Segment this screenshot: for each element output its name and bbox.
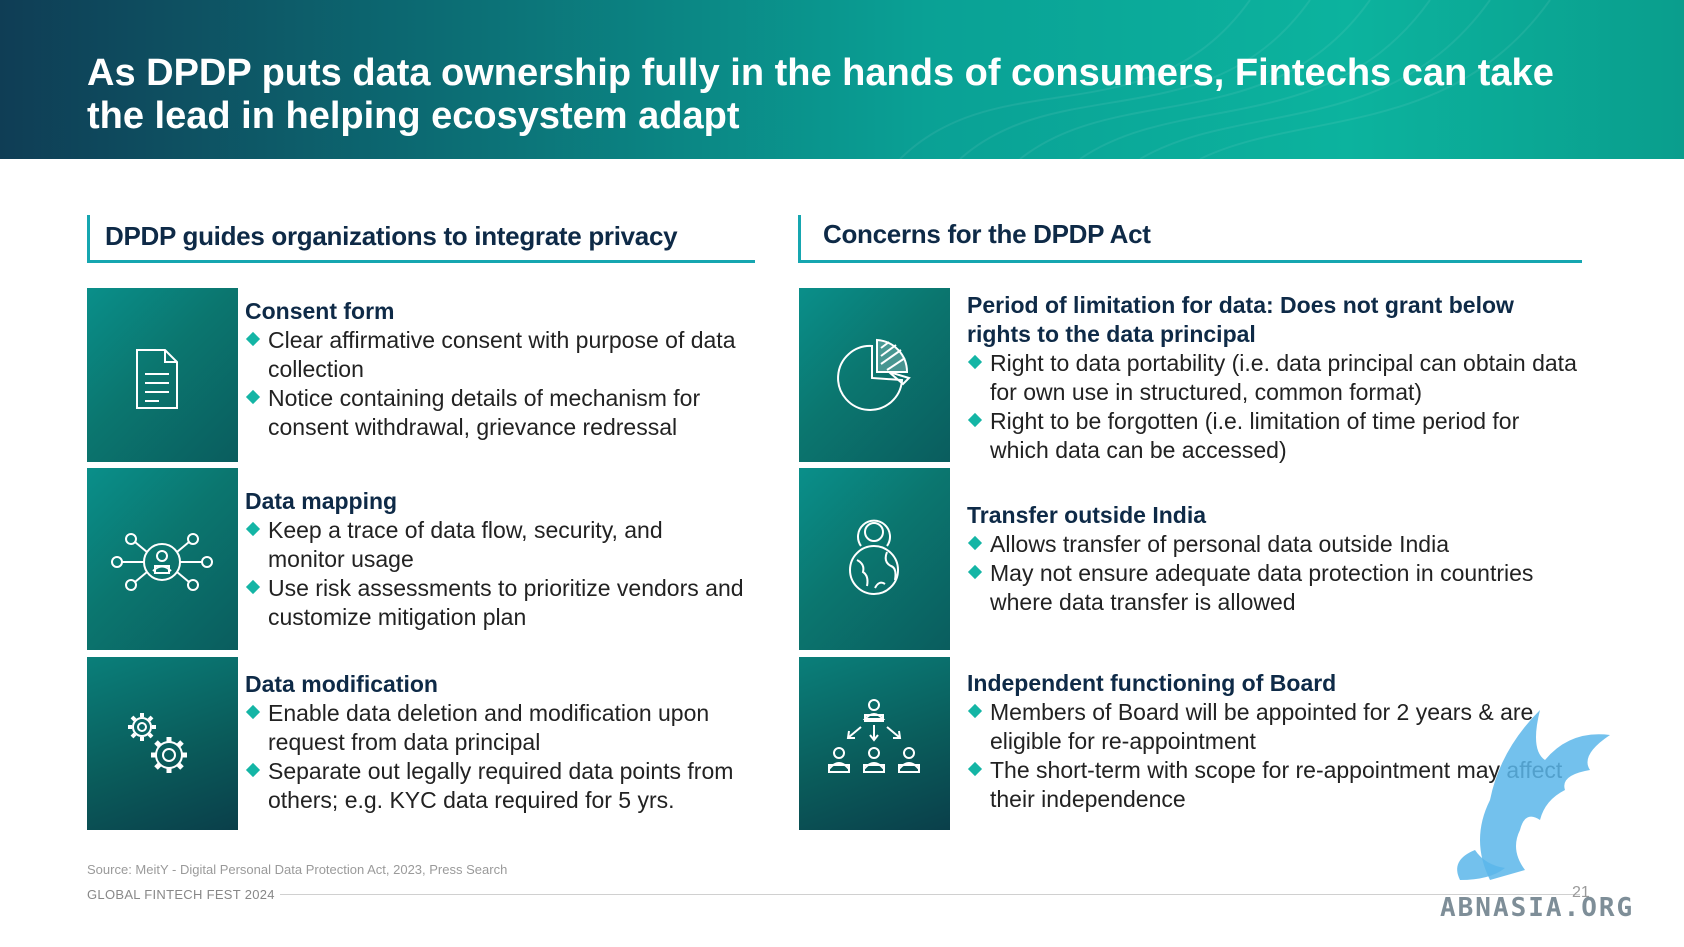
- wave-decoration: [899, 0, 1551, 159]
- footer-divider: [280, 894, 1580, 895]
- bullet-diamond-icon: [967, 412, 983, 428]
- list-item: Allows transfer of personal data outside…: [967, 530, 1577, 559]
- list-item: Members of Board will be appointed for 2…: [967, 698, 1567, 756]
- item-title: Period of limitation for data: Does not …: [967, 292, 1514, 347]
- bullet-diamond-icon: [967, 535, 983, 551]
- event-footer: GLOBAL FINTECH FEST 2024: [87, 887, 275, 902]
- watermark-text: ABNASIA.ORG: [1440, 893, 1635, 923]
- list-item: Clear affirmative consent with purpose o…: [245, 326, 745, 384]
- network-user-icon: [111, 533, 213, 591]
- tile-consent-form: [87, 288, 238, 462]
- document-icon: [136, 349, 178, 409]
- item-title: Independent functioning of Board: [967, 670, 1337, 696]
- header-banner: As DPDP puts data ownership fully in the…: [0, 0, 1684, 159]
- tile-data-mapping: [87, 468, 238, 650]
- item-title: Data mapping: [245, 488, 398, 514]
- bullet-diamond-icon: [967, 703, 983, 719]
- list-item: Keep a trace of data flow, security, and…: [245, 516, 745, 574]
- consent-form-item: Consent form Clear affirmative consent w…: [245, 297, 745, 442]
- gears-icon: [128, 713, 187, 773]
- list-item: Use risk assessments to prioritize vendo…: [245, 574, 745, 632]
- transfer-outside-india-item: Transfer outside India Allows transfer o…: [967, 501, 1577, 617]
- list-item: May not ensure adequate data protection …: [967, 559, 1577, 617]
- list-item: Right to be forgotten (i.e. limitation o…: [967, 407, 1577, 465]
- tile-period-of-limitation: [799, 288, 950, 462]
- item-title: Transfer outside India: [967, 502, 1206, 528]
- data-modification-item: Data modification Enable data deletion a…: [245, 670, 750, 815]
- globe-person-icon: [849, 519, 899, 595]
- source-note: Source: MeitY - Digital Personal Data Pr…: [87, 862, 508, 877]
- list-item: Separate out legally required data point…: [245, 757, 750, 815]
- period-of-limitation-item: Period of limitation for data: Does not …: [967, 291, 1577, 465]
- data-mapping-item: Data mapping Keep a trace of data flow, …: [245, 487, 745, 632]
- list-item: Right to data portability (i.e. data pri…: [967, 349, 1577, 407]
- bullet-diamond-icon: [967, 564, 983, 580]
- tile-data-modification: [87, 657, 238, 830]
- right-section-heading: Concerns for the DPDP Act: [798, 215, 1582, 263]
- page-title: As DPDP puts data ownership fully in the…: [87, 52, 1554, 137]
- independent-board-item: Independent functioning of Board Members…: [967, 669, 1567, 814]
- page-number: 21: [1572, 884, 1590, 901]
- left-section-heading: DPDP guides organizations to integrate p…: [87, 215, 755, 263]
- list-item: Enable data deletion and modification up…: [245, 699, 750, 757]
- bullet-diamond-icon: [245, 579, 261, 595]
- left-heading-text: DPDP guides organizations to integrate p…: [105, 221, 678, 251]
- item-title: Consent form: [245, 298, 395, 324]
- right-heading-text: Concerns for the DPDP Act: [823, 219, 1151, 249]
- item-title: Data modification: [245, 671, 438, 697]
- bullet-diamond-icon: [245, 331, 261, 347]
- tile-transfer-outside-india: [799, 468, 950, 650]
- list-item: Notice containing details of mechanism f…: [245, 384, 745, 442]
- tile-independent-board: [799, 657, 950, 830]
- bullet-diamond-icon: [967, 354, 983, 370]
- bullet-diamond-icon: [245, 704, 261, 720]
- org-hierarchy-icon: [828, 699, 920, 773]
- bullet-diamond-icon: [245, 389, 261, 405]
- bullet-diamond-icon: [967, 761, 983, 777]
- bullet-diamond-icon: [245, 762, 261, 778]
- bullet-diamond-icon: [245, 521, 261, 537]
- watermark-logo-icon: [1457, 710, 1610, 880]
- pie-chart-icon: [837, 338, 911, 411]
- list-item: The short-term with scope for re-appoint…: [967, 756, 1567, 814]
